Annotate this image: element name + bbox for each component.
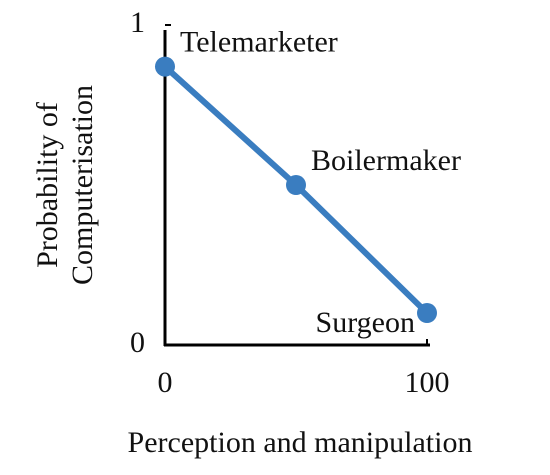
x-tick-label: 100: [405, 366, 450, 399]
point: [286, 175, 306, 195]
point-label: Surgeon: [316, 306, 415, 339]
y-axis-label: Computerisation: [66, 85, 99, 285]
x-axis-label: Perception and manipulation: [128, 426, 473, 459]
x-tick-label: 0: [158, 366, 173, 399]
point-label: Telemarketer: [180, 25, 338, 58]
point: [417, 303, 437, 323]
y-tick-label: 0: [130, 326, 145, 359]
y-axis-label: Probability of: [31, 102, 64, 268]
y-tick-label: 1: [130, 6, 145, 39]
point-label: Boilermaker: [311, 144, 461, 177]
point: [155, 56, 175, 77]
